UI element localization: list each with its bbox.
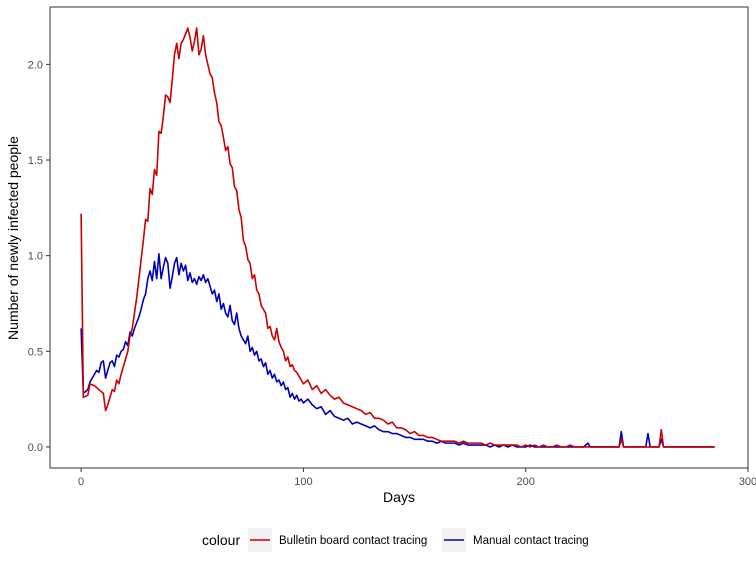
legend-item-bulletin: Bulletin board contact tracing xyxy=(248,528,427,552)
x-axis-title: Days xyxy=(383,489,415,505)
legend-title: colour xyxy=(202,532,240,548)
legend-item-manual: Manual contact tracing xyxy=(442,528,589,552)
y-tick-label-1: 0.5 xyxy=(28,346,43,358)
y-tick-label-3: 1.5 xyxy=(28,155,43,167)
legend: colour Bulletin board contact tracing Ma… xyxy=(202,528,589,552)
x-tick-label-0: 0 xyxy=(78,476,84,488)
legend-label-bulletin: Bulletin board contact tracing xyxy=(279,535,427,547)
y-tick-label-2: 1.0 xyxy=(28,251,43,263)
plot-panel xyxy=(49,6,749,469)
x-tick-label-300: 300 xyxy=(739,476,756,488)
series-line-bulletin-board xyxy=(80,27,715,448)
x-tick-label-200: 200 xyxy=(517,476,535,488)
y-axis-title: Number of newly infected people xyxy=(5,136,21,340)
legend-label-manual: Manual contact tracing xyxy=(473,535,589,547)
x-tick-label-100: 100 xyxy=(294,476,312,488)
x-axis: 0 100 200 300 xyxy=(78,468,756,488)
y-axis: 0.0 0.5 1.0 1.5 2.0 xyxy=(28,59,50,454)
y-tick-label-0: 0.0 xyxy=(28,442,43,454)
y-tick-label-4: 2.0 xyxy=(28,59,43,71)
panel-border xyxy=(49,6,749,469)
series-layer xyxy=(80,27,715,448)
